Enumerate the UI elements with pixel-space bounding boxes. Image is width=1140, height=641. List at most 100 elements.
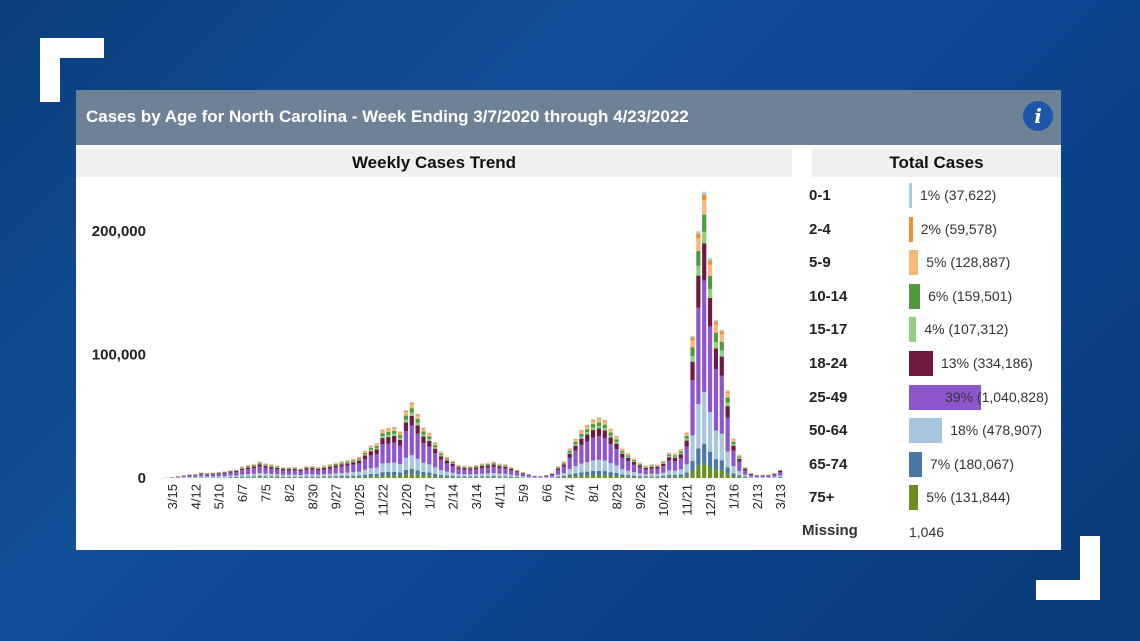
week-bar[interactable] xyxy=(491,461,496,478)
week-bar[interactable] xyxy=(275,465,280,478)
age-row[interactable]: 2-4 2% (59,578) xyxy=(802,213,1061,247)
week-bar[interactable] xyxy=(397,431,403,478)
week-bar[interactable] xyxy=(339,461,344,478)
week-bar[interactable] xyxy=(438,451,444,478)
week-bar[interactable] xyxy=(725,390,730,478)
week-bar[interactable] xyxy=(193,474,198,478)
week-bar[interactable] xyxy=(550,472,555,478)
age-row[interactable]: 10-14 6% (159,501) xyxy=(802,280,1061,314)
week-bar[interactable] xyxy=(661,460,666,478)
week-bar[interactable] xyxy=(631,458,637,479)
week-bar[interactable] xyxy=(672,453,678,478)
week-bar[interactable] xyxy=(520,472,525,478)
week-bar[interactable] xyxy=(462,465,467,478)
week-bar[interactable] xyxy=(579,430,584,478)
age-row[interactable]: 0-1 1% (37,622) xyxy=(802,179,1061,213)
week-bar[interactable] xyxy=(421,427,426,478)
week-bar[interactable] xyxy=(333,462,338,478)
week-bar[interactable] xyxy=(298,468,303,478)
week-bar[interactable] xyxy=(555,466,561,478)
week-bar[interactable] xyxy=(245,465,251,478)
week-bar[interactable] xyxy=(655,464,660,478)
week-bar[interactable] xyxy=(415,413,420,478)
week-bar[interactable] xyxy=(590,419,596,478)
week-bar[interactable] xyxy=(427,432,432,478)
week-bar[interactable] xyxy=(228,470,233,478)
week-bar[interactable] xyxy=(532,475,537,478)
week-bar[interactable] xyxy=(637,462,642,478)
week-bar[interactable] xyxy=(585,424,590,478)
week-bar[interactable] xyxy=(321,465,327,478)
week-bar[interactable] xyxy=(409,402,414,478)
week-bar[interactable] xyxy=(187,474,192,478)
week-bar[interactable] xyxy=(456,464,461,478)
week-bar[interactable] xyxy=(269,464,274,478)
week-bar[interactable] xyxy=(713,320,719,478)
week-bar[interactable] xyxy=(690,336,695,478)
week-bar[interactable] xyxy=(509,466,514,478)
week-bar[interactable] xyxy=(234,469,239,478)
week-bar[interactable] xyxy=(754,474,759,478)
week-bar[interactable] xyxy=(538,476,543,478)
week-bar[interactable] xyxy=(485,462,490,478)
week-bar[interactable] xyxy=(204,472,210,478)
week-bar[interactable] xyxy=(707,258,713,478)
week-bar[interactable] xyxy=(380,429,385,478)
week-bar[interactable] xyxy=(316,466,321,478)
week-bar[interactable] xyxy=(684,432,689,478)
week-bar[interactable] xyxy=(596,417,602,478)
week-bar[interactable] xyxy=(649,464,654,478)
week-bar[interactable] xyxy=(526,473,531,478)
week-bar[interactable] xyxy=(667,452,672,478)
week-bar[interactable] xyxy=(327,464,332,478)
age-row[interactable]: 75+ 5% (131,844) xyxy=(802,481,1061,515)
week-bar[interactable] xyxy=(433,442,438,478)
week-bar[interactable] xyxy=(602,420,607,478)
week-bar[interactable] xyxy=(503,464,508,478)
week-bar[interactable] xyxy=(778,469,783,478)
week-bar[interactable] xyxy=(240,466,245,478)
week-bar[interactable] xyxy=(292,466,297,478)
week-bar[interactable] xyxy=(573,438,578,478)
week-bar[interactable] xyxy=(743,466,748,478)
week-bar[interactable] xyxy=(263,463,268,478)
week-bar[interactable] xyxy=(468,466,473,478)
week-bar[interactable] xyxy=(175,476,180,478)
week-bar[interactable] xyxy=(392,426,397,478)
week-bar[interactable] xyxy=(514,469,520,478)
age-row[interactable]: 65-74 7% (180,067) xyxy=(802,448,1061,482)
week-bar[interactable] xyxy=(760,474,765,478)
age-row[interactable]: 25-49 39% (1,040,828) xyxy=(802,381,1061,415)
week-bar[interactable] xyxy=(620,448,625,478)
week-bar[interactable] xyxy=(766,474,771,478)
week-bar[interactable] xyxy=(362,450,368,478)
week-bar[interactable] xyxy=(403,410,409,478)
week-bar[interactable] xyxy=(357,456,362,478)
week-bar[interactable] xyxy=(608,428,613,478)
week-bar[interactable] xyxy=(772,472,777,478)
week-bar[interactable] xyxy=(351,458,356,478)
week-bar[interactable] xyxy=(678,449,683,478)
info-icon[interactable]: i xyxy=(1023,101,1053,131)
week-bar[interactable] xyxy=(450,460,455,478)
week-bar[interactable] xyxy=(731,438,736,478)
week-bar[interactable] xyxy=(497,463,502,478)
week-bar[interactable] xyxy=(386,428,391,478)
age-row[interactable]: 5-9 5% (128,887) xyxy=(802,246,1061,280)
week-bar[interactable] xyxy=(199,472,204,478)
week-bar[interactable] xyxy=(444,456,449,478)
week-bar[interactable] xyxy=(286,467,292,478)
week-bar[interactable] xyxy=(257,461,262,478)
week-bar[interactable] xyxy=(544,475,549,478)
week-bar[interactable] xyxy=(567,448,572,478)
age-row[interactable]: 50-64 18% (478,907) xyxy=(802,414,1061,448)
week-bar[interactable] xyxy=(479,463,485,478)
week-bar[interactable] xyxy=(280,467,286,478)
age-row[interactable]: 18-24 13% (334,186) xyxy=(802,347,1061,381)
week-bar[interactable] xyxy=(310,465,315,478)
week-bar[interactable] xyxy=(181,475,186,478)
week-bar[interactable] xyxy=(561,461,566,478)
week-bar[interactable] xyxy=(345,460,350,478)
week-bar[interactable] xyxy=(222,471,227,478)
week-bar[interactable] xyxy=(696,231,701,478)
